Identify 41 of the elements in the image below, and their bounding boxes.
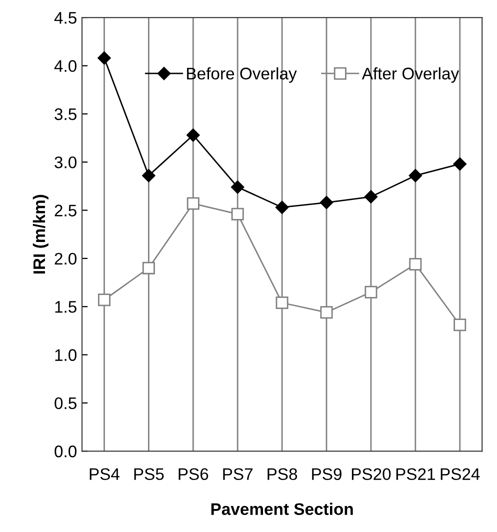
- point: [364, 190, 378, 204]
- y-tick-label: 4.0: [54, 60, 76, 72]
- x-tick-label: PS6: [178, 468, 208, 480]
- x-tick-label: PS7: [223, 468, 253, 480]
- x-tick-label: PS9: [312, 468, 342, 480]
- x-tick-label: PS21: [396, 468, 435, 480]
- x-tick-label: PS4: [90, 468, 120, 480]
- legend-label: Before Overlay: [187, 67, 297, 83]
- point: [320, 196, 334, 210]
- point: [454, 318, 466, 332]
- legend-label: After Overlay: [362, 67, 460, 83]
- point: [186, 197, 200, 210]
- point: [409, 258, 422, 270]
- y-axis-title: IRI (m/km): [32, 194, 48, 274]
- x-tick-label: PS5: [134, 468, 164, 480]
- y-tick-label: 3.0: [54, 156, 76, 168]
- y-tick-label: 1.5: [55, 301, 76, 313]
- point: [276, 296, 288, 310]
- point: [231, 208, 244, 220]
- point: [408, 168, 422, 182]
- point: [142, 168, 156, 182]
- point: [231, 180, 244, 194]
- y-tick-label: 0.0: [54, 446, 76, 458]
- x-tick-label: PS8: [268, 468, 298, 480]
- point: [453, 157, 466, 171]
- point: [320, 306, 333, 319]
- point: [98, 51, 111, 65]
- x-tick-label: PS24: [440, 468, 480, 480]
- point: [275, 200, 289, 214]
- point: [186, 128, 200, 142]
- y-tick-label: 2.5: [54, 204, 76, 216]
- y-tick-label: 3.5: [54, 108, 76, 120]
- x-axis-title: Pavement Section: [211, 502, 353, 516]
- x-tick-label: PS20: [352, 468, 391, 480]
- y-tick-label: 1.0: [55, 349, 76, 361]
- point: [142, 262, 155, 274]
- y-tick-label: 2.0: [54, 252, 76, 265]
- point: [364, 286, 378, 298]
- point: [98, 294, 110, 306]
- y-tick-label: 0.5: [54, 397, 76, 410]
- y-tick-label: 4.5: [54, 12, 76, 24]
